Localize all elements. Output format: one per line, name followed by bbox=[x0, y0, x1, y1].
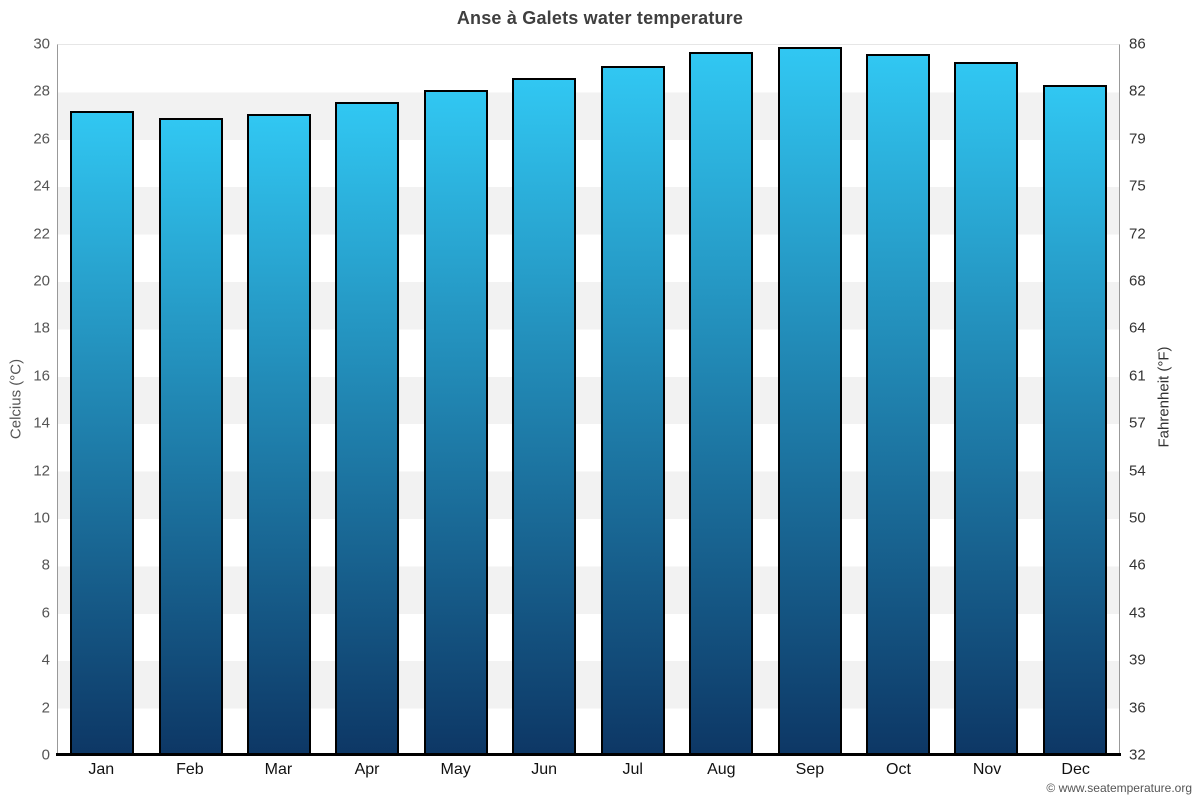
bar-dec[interactable] bbox=[1042, 85, 1107, 755]
bar-jul[interactable] bbox=[600, 66, 665, 755]
bar-slot-mar bbox=[235, 45, 323, 755]
y-tick-label-fahrenheit-57: 57 bbox=[1129, 414, 1146, 432]
y-tick-label-celsius-24: 24 bbox=[33, 177, 50, 195]
y-tick-label-celsius-8: 8 bbox=[41, 556, 50, 574]
copyright-text: © www.seatemperature.org bbox=[1046, 781, 1192, 795]
bar-slot-jul bbox=[589, 45, 677, 755]
chart-title: Anse à Galets water temperature bbox=[456, 8, 744, 28]
y-tick-label-celsius-12: 12 bbox=[33, 462, 50, 480]
y-tick-label-fahrenheit-68: 68 bbox=[1129, 272, 1146, 290]
bar-jan[interactable] bbox=[70, 111, 135, 755]
y-tick-label-fahrenheit-64: 64 bbox=[1129, 319, 1146, 337]
x-tick-label-mar: Mar bbox=[264, 761, 293, 778]
x-axis-baseline bbox=[56, 753, 1121, 756]
bar-sep[interactable] bbox=[777, 47, 842, 755]
y-tick-label-celsius-2: 2 bbox=[41, 699, 50, 717]
bar-slot-oct bbox=[854, 45, 942, 755]
y-tick-label-fahrenheit-32: 32 bbox=[1129, 746, 1146, 764]
x-tick-label-dec: Dec bbox=[1061, 761, 1090, 778]
y-tick-label-celsius-4: 4 bbox=[41, 651, 50, 669]
bar-jun[interactable] bbox=[512, 78, 577, 755]
y-tick-label-celsius-14: 14 bbox=[33, 414, 50, 432]
bar-may[interactable] bbox=[423, 89, 488, 755]
bar-slot-nov bbox=[942, 45, 1030, 755]
bar-mar[interactable] bbox=[247, 113, 312, 755]
x-tick-label-sep: Sep bbox=[795, 761, 825, 778]
bar-slot-aug bbox=[677, 45, 765, 755]
x-tick-label-feb: Feb bbox=[176, 761, 204, 778]
y-tick-label-fahrenheit-46: 46 bbox=[1129, 556, 1146, 574]
x-axis-labels: Jan Feb Mar Apr May Jun Jul Aug Sep Oct Nov Dec bbox=[57, 761, 1120, 779]
y-tick-label-fahrenheit-43: 43 bbox=[1129, 604, 1146, 622]
x-tick-label-jul: Jul bbox=[622, 761, 643, 778]
bar-aug[interactable] bbox=[689, 52, 754, 755]
y-tick-label-fahrenheit-79: 79 bbox=[1129, 130, 1146, 148]
bar-oct[interactable] bbox=[866, 54, 930, 755]
y-tick-label-celsius-20: 20 bbox=[33, 272, 50, 290]
y-tick-label-fahrenheit-54: 54 bbox=[1129, 462, 1146, 480]
bar-slot-apr bbox=[323, 45, 411, 755]
bars-container bbox=[58, 45, 1119, 755]
x-tick-label-oct: Oct bbox=[886, 761, 911, 778]
x-tick-label-jan: Jan bbox=[88, 761, 115, 778]
y-axis-labels-celsius: 0 2 4 6 8 10 12 14 16 18 20 22 24 26 28 30 bbox=[0, 36, 50, 764]
y-tick-label-fahrenheit-39: 39 bbox=[1129, 651, 1146, 669]
x-tick-label-jun: Jun bbox=[531, 761, 558, 778]
y-tick-label-fahrenheit-82: 82 bbox=[1129, 82, 1146, 100]
bar-feb[interactable] bbox=[158, 118, 223, 755]
bar-slot-jan bbox=[58, 45, 146, 755]
y-tick-label-fahrenheit-50: 50 bbox=[1129, 509, 1146, 527]
y-tick-label-celsius-0: 0 bbox=[41, 746, 50, 764]
bar-slot-dec bbox=[1031, 45, 1119, 755]
x-tick-label-apr: Apr bbox=[354, 761, 380, 778]
y-tick-label-fahrenheit-75: 75 bbox=[1129, 177, 1146, 195]
y-tick-label-fahrenheit-61: 61 bbox=[1129, 367, 1146, 385]
bar-slot-may bbox=[412, 45, 500, 755]
bar-slot-sep bbox=[765, 45, 853, 755]
y-tick-label-celsius-10: 10 bbox=[33, 509, 50, 527]
x-tick-label-aug: Aug bbox=[707, 761, 736, 778]
y-tick-label-celsius-28: 28 bbox=[33, 82, 50, 100]
y-tick-label-celsius-30: 30 bbox=[33, 35, 50, 53]
x-tick-label-nov: Nov bbox=[972, 761, 1002, 778]
bar-apr[interactable] bbox=[335, 101, 400, 755]
y-tick-label-celsius-18: 18 bbox=[33, 319, 50, 337]
y-axis-labels-fahrenheit: 32 36 39 43 46 50 54 57 61 64 68 72 75 79 82 86 bbox=[1129, 36, 1189, 764]
chart-plot-area bbox=[57, 44, 1120, 755]
y-tick-label-celsius-6: 6 bbox=[41, 604, 50, 622]
y-tick-label-celsius-16: 16 bbox=[33, 367, 50, 385]
y-tick-label-celsius-26: 26 bbox=[33, 130, 50, 148]
y-tick-label-fahrenheit-72: 72 bbox=[1129, 225, 1146, 243]
bar-slot-jun bbox=[500, 45, 588, 755]
bar-nov[interactable] bbox=[954, 61, 1019, 755]
y-tick-label-fahrenheit-36: 36 bbox=[1129, 699, 1146, 717]
y-tick-label-fahrenheit-86: 86 bbox=[1129, 35, 1146, 53]
x-tick-label-may: May bbox=[440, 761, 471, 778]
bar-slot-feb bbox=[146, 45, 234, 755]
y-tick-label-celsius-22: 22 bbox=[33, 225, 50, 243]
